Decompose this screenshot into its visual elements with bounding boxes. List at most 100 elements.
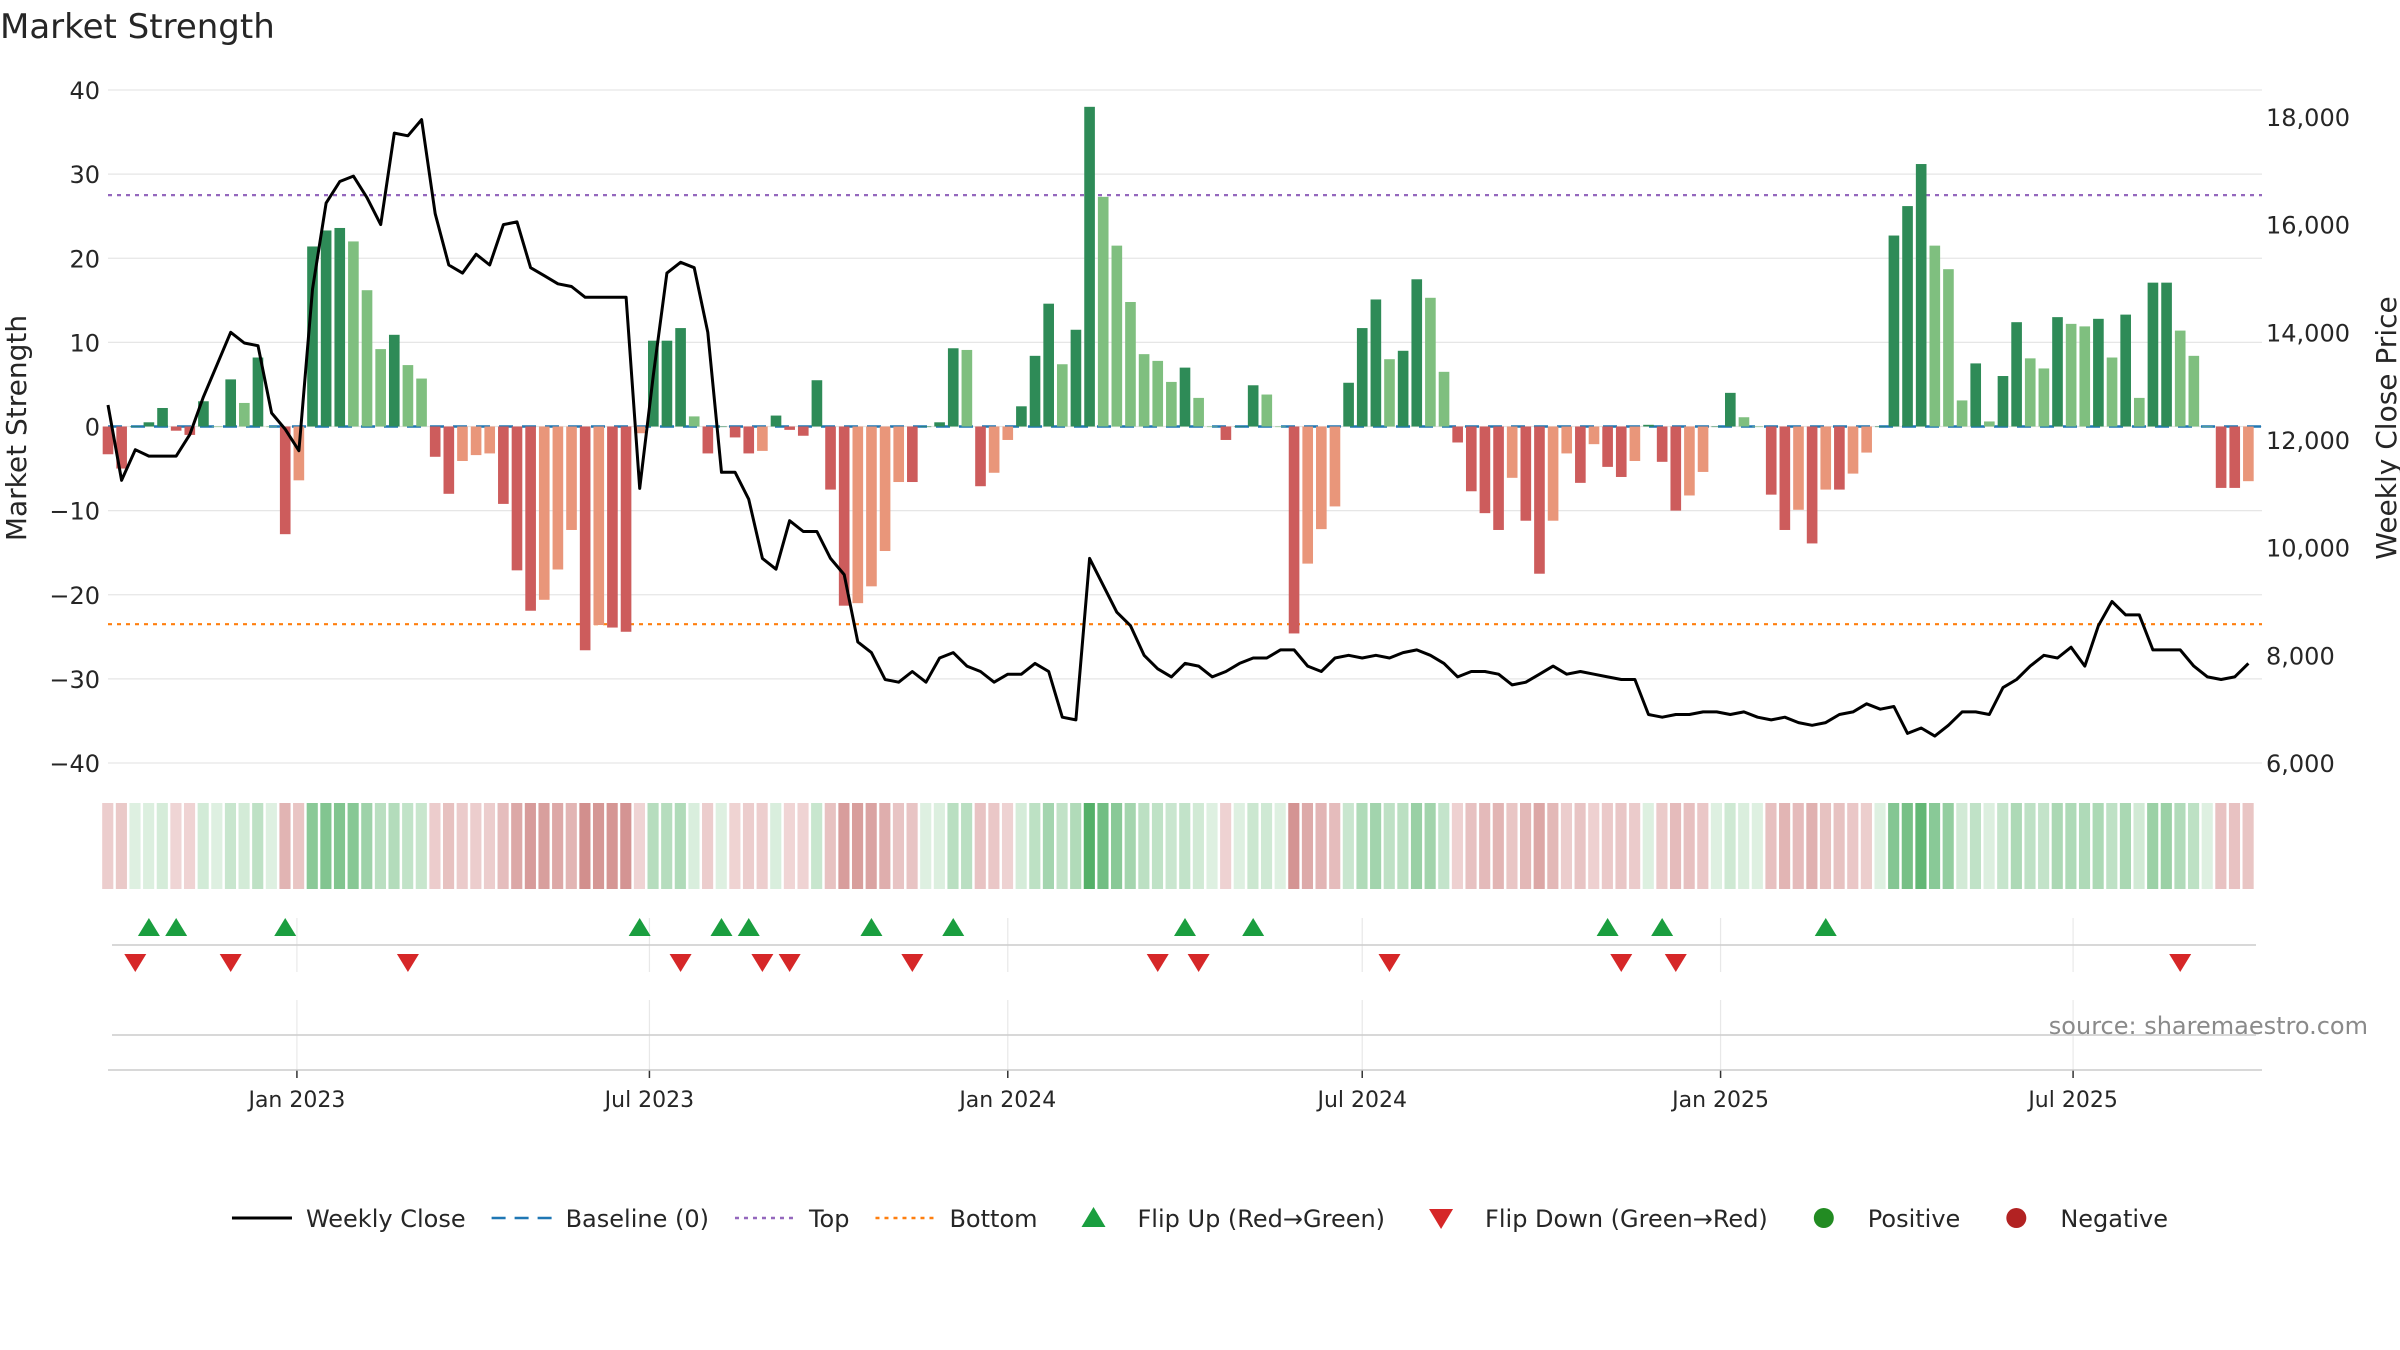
strength-bar bbox=[934, 422, 945, 427]
heat-cell bbox=[1901, 803, 1913, 889]
heat-cell bbox=[783, 803, 795, 889]
strength-bar bbox=[1561, 426, 1573, 454]
strength-bar bbox=[838, 426, 850, 606]
heat-cell bbox=[702, 803, 714, 889]
heat-cell bbox=[1260, 803, 1273, 889]
heat-cell bbox=[906, 803, 918, 889]
strength-bar bbox=[266, 426, 277, 428]
close-line-layer bbox=[106, 118, 2250, 738]
heat-cell bbox=[1588, 803, 1600, 889]
heat-cell bbox=[320, 803, 332, 889]
flip-up-marker bbox=[1651, 918, 1674, 936]
heat-cell bbox=[429, 803, 441, 889]
heat-cell bbox=[688, 803, 700, 889]
heat-cell bbox=[565, 803, 577, 889]
source-label: source: sharemaestro.com bbox=[2049, 1012, 2368, 1040]
heat-cell bbox=[347, 803, 359, 889]
strength-bar bbox=[1588, 426, 1600, 445]
flip-markers bbox=[124, 918, 2192, 972]
flip-down-marker bbox=[751, 954, 774, 972]
strength-bar bbox=[1547, 426, 1559, 521]
strength-bar bbox=[402, 365, 414, 427]
strength-bar bbox=[770, 415, 782, 427]
strength-bar bbox=[211, 426, 223, 428]
flip-up-marker bbox=[942, 918, 965, 936]
heat-cell bbox=[892, 803, 905, 889]
y-tick-label: −30 bbox=[49, 666, 100, 694]
heat-cell bbox=[2242, 803, 2254, 889]
strength-bar bbox=[307, 246, 318, 427]
heat-cell bbox=[1547, 803, 1559, 889]
strength-bar bbox=[1724, 392, 1736, 427]
strength-bar bbox=[1302, 426, 1314, 564]
heat-cell bbox=[1424, 803, 1436, 889]
strength-bar bbox=[2215, 426, 2227, 488]
heat-cell bbox=[1342, 803, 1354, 889]
strength-bar bbox=[1834, 426, 1845, 490]
date-panel-grid bbox=[112, 1000, 2256, 1070]
strength-bar bbox=[1915, 164, 1927, 427]
legend-label: Bottom bbox=[949, 1205, 1037, 1233]
heat-cell bbox=[374, 803, 386, 889]
heat-cell bbox=[661, 803, 673, 889]
legend-item: Flip Up (Red→Green) bbox=[1081, 1205, 1385, 1233]
heat-cell bbox=[2119, 803, 2131, 889]
strength-bar bbox=[1997, 376, 2009, 427]
flip-up-marker bbox=[737, 918, 760, 936]
heat-cell bbox=[742, 803, 755, 889]
heat-cell bbox=[729, 803, 741, 889]
heat-cell bbox=[1560, 803, 1573, 889]
strength-bar bbox=[498, 426, 509, 504]
strength-bar bbox=[2229, 426, 2241, 488]
heat-cell bbox=[102, 803, 114, 889]
strength-bar bbox=[1220, 426, 1232, 440]
heat-cell bbox=[1124, 803, 1136, 889]
strength-bar bbox=[511, 426, 523, 571]
heat-cell bbox=[470, 803, 482, 889]
chart-title: Market Strength bbox=[0, 7, 275, 47]
flip-down-marker bbox=[2169, 954, 2192, 972]
strength-bar bbox=[1343, 382, 1354, 427]
strength-bar bbox=[702, 426, 714, 454]
heat-cell bbox=[388, 803, 400, 889]
flip-down-marker bbox=[396, 954, 419, 972]
strength-bar bbox=[2011, 322, 2022, 427]
heat-cell bbox=[1942, 803, 1954, 889]
heat-cell bbox=[1574, 803, 1586, 889]
heat-cell bbox=[2106, 803, 2118, 889]
heat-cell bbox=[1083, 803, 1095, 889]
right-axis-label: Weekly Close Price bbox=[2370, 296, 2400, 559]
heat-cell bbox=[1492, 803, 1504, 889]
strength-bar bbox=[239, 402, 250, 427]
strength-bar bbox=[102, 426, 114, 455]
heat-cell bbox=[1874, 803, 1886, 889]
heat-cell bbox=[197, 803, 209, 889]
strength-bar bbox=[1861, 426, 1872, 453]
heat-cell bbox=[2201, 803, 2213, 889]
strength-bar bbox=[143, 422, 155, 427]
heat-cell bbox=[579, 803, 591, 889]
heat-cell bbox=[497, 803, 509, 889]
legend-item: Baseline (0) bbox=[491, 1205, 709, 1233]
strength-bar bbox=[1602, 426, 1613, 467]
y2-tick-label: 10,000 bbox=[2266, 535, 2350, 563]
heat-cell bbox=[647, 803, 659, 889]
heat-cell bbox=[1479, 803, 1491, 889]
heat-cell bbox=[456, 803, 468, 889]
strength-bar bbox=[2147, 282, 2159, 427]
heat-cell bbox=[1111, 803, 1123, 889]
heat-cell bbox=[1915, 803, 1927, 889]
strength-bar bbox=[1806, 426, 1818, 544]
strength-bar bbox=[1152, 360, 1164, 427]
strength-bar bbox=[1752, 426, 1763, 428]
flip-up-marker bbox=[710, 918, 733, 936]
heat-cell bbox=[1956, 803, 1968, 889]
heat-cell bbox=[1165, 803, 1177, 889]
y2-tick-label: 8,000 bbox=[2266, 642, 2335, 670]
legend-label: Flip Down (Green→Red) bbox=[1485, 1205, 1768, 1233]
heat-cell bbox=[633, 803, 645, 889]
heat-cell bbox=[1765, 803, 1777, 889]
strength-bar bbox=[1411, 279, 1423, 427]
heat-cell bbox=[2188, 803, 2200, 889]
